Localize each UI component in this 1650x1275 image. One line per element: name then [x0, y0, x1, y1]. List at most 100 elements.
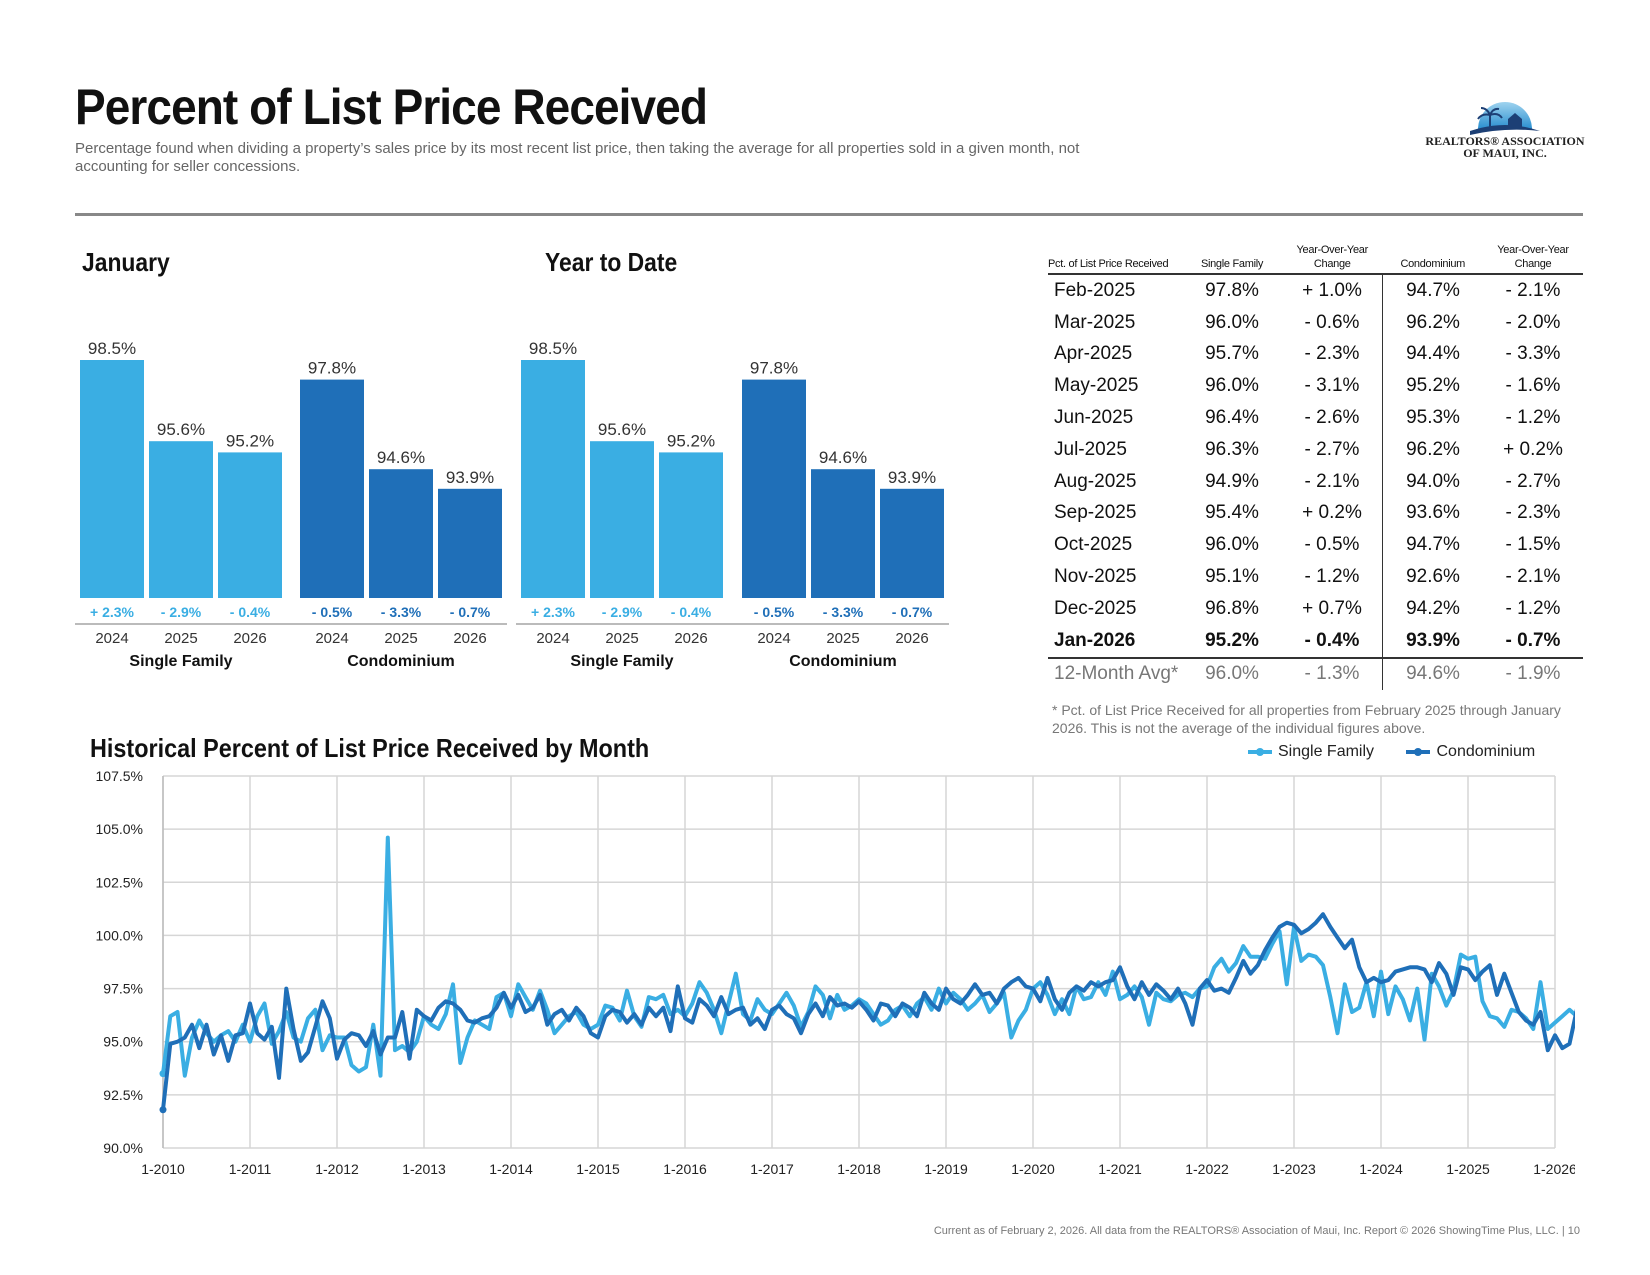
bar-value-label: 95.6% — [157, 420, 205, 439]
cell-month: Jul-2025 — [1054, 438, 1127, 460]
bar-single-family-2025 — [590, 441, 654, 598]
monthly-table: Pct. of List Price Received Single Famil… — [1048, 243, 1583, 691]
ytd-title: Year to Date — [545, 247, 678, 277]
bar-change-label: - 3.3% — [381, 604, 422, 620]
bar-year-label: 2025 — [826, 630, 859, 647]
bar-condominium-2024 — [742, 379, 806, 598]
bar-change-label: - 0.7% — [450, 604, 491, 620]
cell-month: Mar-2025 — [1054, 311, 1136, 333]
page-description: Percentage found when dividing a propert… — [75, 140, 1080, 175]
legend-condominium: Condominium — [1406, 743, 1535, 760]
cell-single-family: 97.8% — [1205, 279, 1259, 301]
cell-sf-change: - 1.2% — [1282, 561, 1383, 593]
y-tick-label: 100.0% — [96, 927, 143, 943]
january-title: January — [82, 247, 170, 277]
logo-mark-icon — [1470, 102, 1540, 135]
bar-change-label: + 2.3% — [531, 604, 576, 620]
bar-value-label: 95.6% — [598, 420, 646, 439]
bar-change-label: - 2.9% — [602, 604, 643, 620]
cell-sf-change: - 3.1% — [1282, 370, 1383, 403]
bar-value-label: 94.6% — [377, 448, 425, 467]
cell-single-family: 96.0% — [1205, 534, 1259, 556]
cell-month: Feb-2025 — [1054, 279, 1136, 301]
bar-single-family-2025 — [149, 441, 213, 598]
bar-change-label: - 0.4% — [230, 604, 271, 620]
table-row: Nov-2025 95.1% - 1.2% 92.6% - 2.1% — [1048, 561, 1583, 593]
cell-condominium: 92.6% — [1406, 566, 1460, 588]
cell-condo-change: - 1.9% — [1505, 663, 1561, 685]
cell-single-family: 96.8% — [1205, 597, 1259, 619]
x-tick-label: 1-2013 — [402, 1161, 446, 1177]
bar-value-label: 93.9% — [888, 468, 936, 487]
bar-group-label: Condominium — [789, 653, 897, 670]
bar-charts: 98.5% + 2.3% 2024 95.6% - 2.9% 2025 95.2% - 0.4… — [75, 339, 949, 670]
cell-sf-change: - 0.4% — [1282, 624, 1383, 658]
table-row: Feb-2025 97.8% + 1.0% 94.7% - 2.1% — [1048, 274, 1583, 307]
bar-group-label: Condominium — [347, 653, 455, 670]
table-row: Aug-2025 94.9% - 2.1% 94.0% - 2.7% — [1048, 465, 1583, 498]
x-tick-label: 1-2017 — [750, 1161, 794, 1177]
series-endpoint — [159, 1106, 167, 1114]
cell-sf-change: - 0.5% — [1282, 529, 1383, 562]
cell-month: Oct-2025 — [1054, 534, 1133, 556]
cell-sf-change: + 0.2% — [1282, 497, 1383, 530]
bar-value-label: 95.2% — [226, 431, 274, 450]
page-title: Percent of List Price Received — [75, 79, 708, 135]
bar-value-label: 95.2% — [667, 431, 715, 450]
cell-sf-change: + 1.0% — [1282, 274, 1383, 307]
legend: Single Family Condominium — [1248, 743, 1535, 761]
table-header-month: Pct. of List Price Received — [1048, 258, 1169, 270]
logo-line-2: OF MAUI, INC. — [1463, 146, 1547, 160]
bar-condominium-2024 — [300, 379, 364, 598]
cell-condo-change: - 2.0% — [1505, 311, 1561, 333]
series-line-condominium — [161, 912, 1575, 1110]
table-row: Jul-2025 96.3% - 2.7% 96.2% + 0.2% — [1048, 433, 1583, 466]
x-tick-label: 1-2026 — [1533, 1161, 1575, 1177]
legend-single-family: Single Family — [1248, 743, 1374, 760]
bar-value-label: 97.8% — [308, 359, 356, 378]
cell-single-family: 96.0% — [1205, 663, 1259, 685]
cell-condominium: 94.7% — [1406, 534, 1460, 556]
cell-month: Dec-2025 — [1054, 597, 1137, 619]
bar-year-label: 2024 — [536, 630, 569, 647]
cell-condominium: 95.3% — [1406, 407, 1460, 429]
bar-value-label: 98.5% — [529, 339, 577, 358]
cell-condo-change: - 3.3% — [1505, 343, 1561, 365]
table-row: Dec-2025 96.8% + 0.7% 94.2% - 1.2% — [1048, 592, 1583, 625]
table-header-sf-change: Year-Over-Year Change — [1296, 244, 1369, 270]
cell-condominium: 94.6% — [1406, 663, 1460, 685]
cell-sf-change: - 1.3% — [1282, 657, 1383, 691]
cell-condo-change: - 1.5% — [1505, 534, 1561, 556]
x-tick-label: 1-2020 — [1011, 1161, 1055, 1177]
bar-condominium-2025 — [811, 469, 875, 598]
table-row: Jan-2026 95.2% - 0.4% 93.9% - 0.7% — [1048, 624, 1583, 658]
x-tick-label: 1-2011 — [229, 1161, 272, 1177]
bar-change-label: - 0.4% — [671, 604, 712, 620]
bar-change-label: - 0.5% — [754, 604, 795, 620]
table-row: Jun-2025 96.4% - 2.6% 95.3% - 1.2% — [1048, 402, 1583, 434]
cell-single-family: 95.2% — [1205, 629, 1259, 651]
bar-year-label: 2026 — [895, 630, 928, 647]
bar-year-label: 2024 — [315, 630, 348, 647]
cell-condominium: 94.4% — [1406, 343, 1460, 365]
y-tick-label: 95.0% — [103, 1034, 143, 1050]
series-line-single-family — [161, 835, 1575, 1078]
x-tick-label: 1-2024 — [1359, 1161, 1403, 1177]
cell-single-family: 96.3% — [1205, 438, 1259, 460]
bar-value-label: 98.5% — [88, 339, 136, 358]
x-tick-label: 1-2019 — [924, 1161, 968, 1177]
table-row: Mar-2025 96.0% - 0.6% 96.2% - 2.0% — [1048, 306, 1583, 339]
cell-condo-change: - 2.1% — [1505, 566, 1561, 588]
cell-condominium: 96.2% — [1406, 311, 1460, 333]
cell-condo-change: - 1.2% — [1505, 597, 1561, 619]
cell-sf-change: - 2.1% — [1282, 465, 1383, 498]
bar-change-label: - 2.9% — [161, 604, 202, 620]
y-tick-label: 97.5% — [103, 981, 143, 997]
bar-single-family-2024 — [521, 360, 585, 598]
cell-condominium: 95.2% — [1406, 375, 1460, 397]
cell-single-family: 95.4% — [1205, 502, 1259, 524]
page-footer: Current as of February 2, 2026. All data… — [933, 1225, 1580, 1237]
bar-year-label: 2024 — [757, 630, 790, 647]
cell-condo-change: - 0.7% — [1505, 629, 1561, 651]
x-tick-label: 1-2010 — [141, 1161, 185, 1177]
